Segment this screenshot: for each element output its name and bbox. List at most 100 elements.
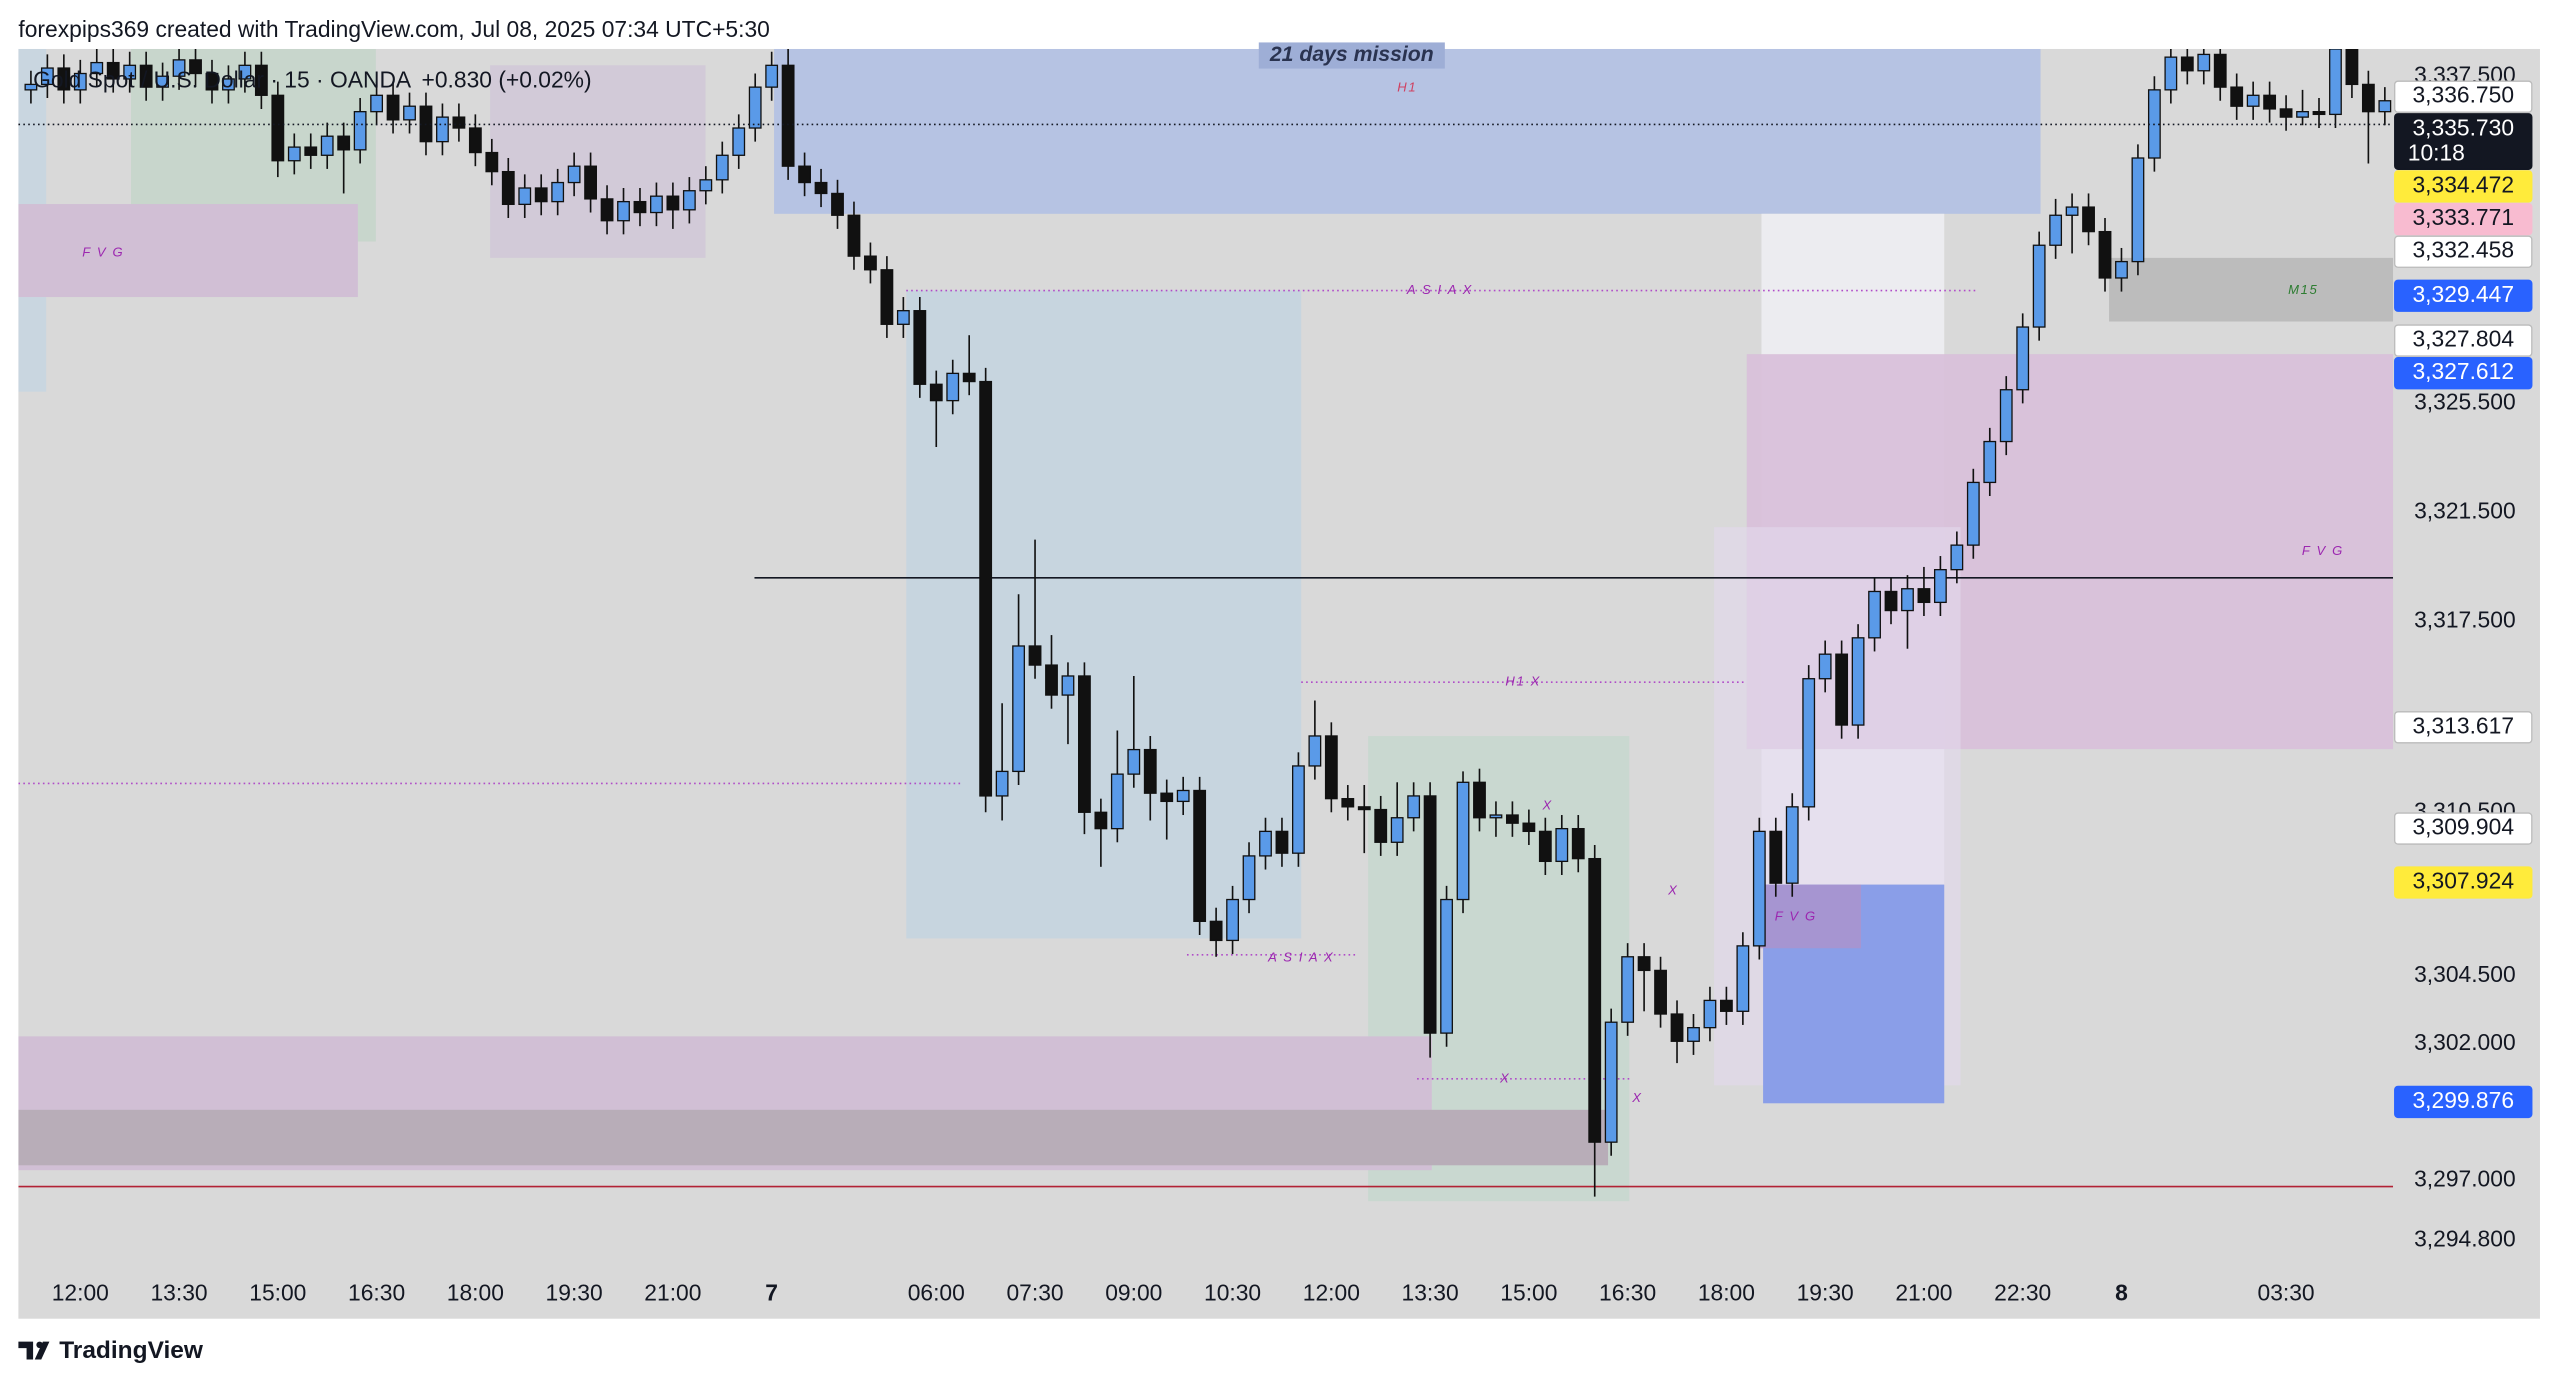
candle-body bbox=[831, 192, 844, 216]
zone bbox=[18, 204, 358, 298]
candle-body bbox=[287, 146, 301, 162]
candle-body bbox=[386, 94, 400, 121]
annotations: 21 days mission H1 F V G A S I A X H1 X … bbox=[82, 42, 2344, 1105]
annotation: X bbox=[1631, 1090, 1642, 1105]
price-label-box bbox=[2394, 711, 2533, 744]
price-label: 3,336.750 bbox=[2412, 82, 2514, 108]
candle-body bbox=[682, 190, 696, 211]
price-label: 3,327.804 bbox=[2412, 326, 2514, 352]
x-tick-label: 12:00 bbox=[1303, 1279, 1360, 1305]
candle-body bbox=[2263, 94, 2277, 110]
candle-body bbox=[501, 170, 515, 206]
candle-body bbox=[1917, 588, 1931, 604]
annotation: M15 bbox=[2288, 282, 2318, 297]
x-tick-label: 12:00 bbox=[52, 1279, 109, 1305]
annotation: F V G bbox=[82, 244, 124, 259]
annotation: F V G bbox=[2302, 543, 2344, 558]
annotation: X bbox=[1499, 1070, 1510, 1085]
candle-body bbox=[715, 154, 729, 181]
x-tick-label: 15:00 bbox=[1500, 1279, 1557, 1305]
y-tick-label: 3,302.000 bbox=[2414, 1029, 2516, 1055]
candle-body bbox=[1736, 945, 1750, 1012]
candle-body bbox=[304, 146, 318, 156]
candle-body bbox=[699, 179, 713, 192]
candle-body bbox=[2180, 56, 2194, 72]
price-label: 3,327.612 bbox=[2412, 358, 2514, 384]
candle-body bbox=[254, 64, 268, 96]
y-tick-label: 3,304.500 bbox=[2414, 961, 2516, 987]
candle-body bbox=[2032, 244, 2046, 328]
candle-body bbox=[320, 135, 334, 156]
x-tick-label: 10:30 bbox=[1204, 1279, 1261, 1305]
x-tick-label: 13:30 bbox=[150, 1279, 207, 1305]
candle-body bbox=[106, 61, 120, 80]
x-tick-label: 18:00 bbox=[447, 1279, 504, 1305]
price-label: 3,333.771 bbox=[2412, 204, 2514, 230]
candle-body bbox=[1045, 664, 1058, 696]
candle-body bbox=[1110, 773, 1124, 830]
candle-body bbox=[1637, 956, 1651, 972]
candle-body bbox=[2115, 260, 2128, 279]
candle-body bbox=[1571, 827, 1585, 860]
candle-body bbox=[1950, 544, 1964, 571]
candle-body bbox=[1884, 590, 1898, 612]
candle-body bbox=[2049, 214, 2063, 246]
candle-body bbox=[1407, 795, 1421, 819]
price-label-box bbox=[2394, 324, 2533, 357]
price-label-box bbox=[2394, 113, 2533, 170]
annotation: H1 bbox=[1397, 80, 1417, 95]
candle-body bbox=[1851, 637, 1865, 726]
price-label-box bbox=[2394, 866, 2533, 899]
candle-body bbox=[896, 310, 910, 325]
candle-body bbox=[1209, 920, 1223, 942]
annotation: A S I A X bbox=[1267, 949, 1334, 964]
candle-body bbox=[1901, 588, 1914, 612]
candle-body bbox=[1802, 678, 1816, 808]
x-tick-label: 19:30 bbox=[546, 1279, 603, 1305]
candle-body bbox=[24, 83, 38, 91]
candle-body bbox=[156, 75, 170, 88]
candle-body bbox=[139, 64, 153, 88]
candle-body bbox=[1983, 440, 1997, 484]
footer: TradingView bbox=[59, 1337, 204, 1364]
price-label-box bbox=[2394, 357, 2533, 390]
price-label-box bbox=[2394, 812, 2533, 845]
candle-body bbox=[633, 200, 647, 214]
candle-body bbox=[1719, 999, 1733, 1012]
candle-body bbox=[748, 86, 762, 129]
price-label-box bbox=[2394, 1085, 2533, 1119]
candle-body bbox=[73, 72, 87, 91]
candle-body bbox=[1818, 653, 1832, 680]
candle-body bbox=[814, 181, 828, 195]
candle-body bbox=[995, 770, 1009, 797]
candle-body bbox=[468, 127, 482, 154]
x-tick-label: 07:30 bbox=[1006, 1279, 1063, 1305]
x-tick-label: 22:30 bbox=[1994, 1279, 2051, 1305]
candle-body bbox=[2378, 100, 2392, 113]
candle-body bbox=[1785, 806, 1799, 884]
candle-body bbox=[962, 372, 976, 383]
candle-body bbox=[1374, 808, 1388, 843]
y-tick-label: 3,294.800 bbox=[2414, 1225, 2516, 1251]
candle-body bbox=[1769, 830, 1783, 884]
price-label: 3,307.924 bbox=[2412, 868, 2514, 894]
candle-body bbox=[2164, 56, 2178, 91]
x-tick-label: 19:30 bbox=[1797, 1279, 1854, 1305]
candle-body bbox=[1621, 956, 1635, 1023]
candle-body bbox=[1670, 1013, 1684, 1042]
x-tick-label: 21:00 bbox=[644, 1279, 701, 1305]
candle-body bbox=[1489, 814, 1503, 819]
countdown: 10:18 bbox=[2408, 140, 2465, 166]
candle-body bbox=[189, 59, 202, 75]
candle-body bbox=[1522, 822, 1536, 833]
candle-body bbox=[1308, 735, 1322, 767]
candle-body bbox=[40, 67, 54, 86]
candle-body bbox=[1127, 748, 1141, 775]
candle-body bbox=[2246, 94, 2260, 107]
candle-body bbox=[1423, 795, 1437, 1034]
candle-body bbox=[1259, 830, 1272, 857]
candle-body bbox=[1456, 781, 1470, 901]
candle-body bbox=[1226, 898, 1239, 942]
price-label-box bbox=[2394, 170, 2533, 203]
candle-body bbox=[205, 72, 219, 91]
